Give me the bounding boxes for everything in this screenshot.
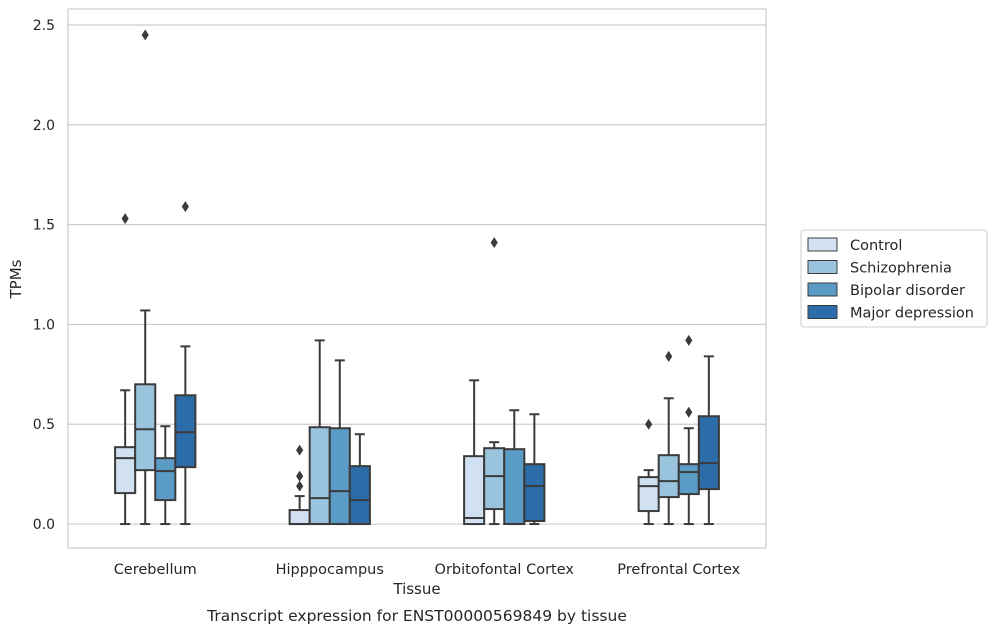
x-axis-ticks: Cerebellum Hipppocampus Orbitofontal Corte… [114,562,741,578]
box-body [657,454,680,499]
box-bipolar-disorder [154,425,177,526]
legend-label: Major depression [850,306,974,322]
y-tick-label: 1.0 [33,317,55,333]
box-bipolar-disorder [328,359,351,526]
box-control [288,444,311,526]
box-body [328,427,351,526]
box-schizophrenia [308,339,331,526]
outlier-point [490,237,498,249]
box-body [637,476,660,513]
outlier-point [665,350,673,362]
legend-frame [800,229,988,328]
box-body [348,465,371,526]
box-body [697,415,720,491]
box-body [523,463,546,523]
legend-label: Bipolar disorder [850,283,965,299]
outlier-point [296,470,304,482]
box-schizophrenia [134,29,157,526]
legend-swatch [807,237,838,252]
y-tick-label: 2.5 [33,18,55,34]
legend-swatch [807,282,838,297]
box-body [288,509,311,526]
box-control [637,418,660,526]
outlier-point [645,418,653,430]
legend: Control Schizophrenia Bipolar disorder Majo… [800,229,988,328]
y-axis-ticks: 0.0 0.5 1.0 1.5 2.0 2.5 [33,18,55,533]
outlier-point [181,201,189,213]
box-major-depression [697,355,720,526]
box-bipolar-disorder [503,409,526,526]
box-body [503,448,526,526]
box-schizophrenia [483,237,506,526]
box-control [114,213,137,526]
box-schizophrenia [657,350,680,526]
legend-swatch [807,260,838,274]
box-body [154,457,177,502]
legend-swatch [807,305,838,319]
box-body [134,383,157,472]
box-body [677,463,700,496]
x-tick-label: Orbitofontal Cortex [435,562,575,578]
outlier-point [685,334,693,346]
box-major-depression [348,433,371,526]
outlier-point [121,213,129,225]
box-body [463,455,486,526]
x-axis-label: Tissue [392,580,440,598]
x-tick-label: Prefrontal Cortex [617,562,740,578]
box-major-depression [174,201,197,526]
outlier-point [296,444,304,456]
x-tick-label: Cerebellum [114,562,197,578]
legend-label: Schizophrenia [850,261,952,277]
plot-area [67,8,767,549]
outlier-point [296,480,304,492]
outlier-point [685,406,693,418]
boxes [114,29,720,526]
box-body [308,426,331,526]
box-body [114,446,137,495]
box-bipolar-disorder [677,334,700,526]
chart-caption: Transcript expression for ENST0000056984… [206,607,627,625]
y-tick-label: 0.5 [33,417,55,433]
box-major-depression [523,413,546,526]
y-tick-label: 0.0 [33,517,55,533]
box-control [463,379,486,526]
y-tick-label: 1.5 [33,218,55,234]
x-tick-label: Hipppocampus [276,562,384,578]
outlier-point [141,29,149,41]
box-body [483,447,506,511]
y-axis-label: TPMs [7,259,25,299]
legend-label: Control [850,238,902,254]
y-tick-label: 2.0 [33,118,55,134]
grid-lines [68,24,766,525]
